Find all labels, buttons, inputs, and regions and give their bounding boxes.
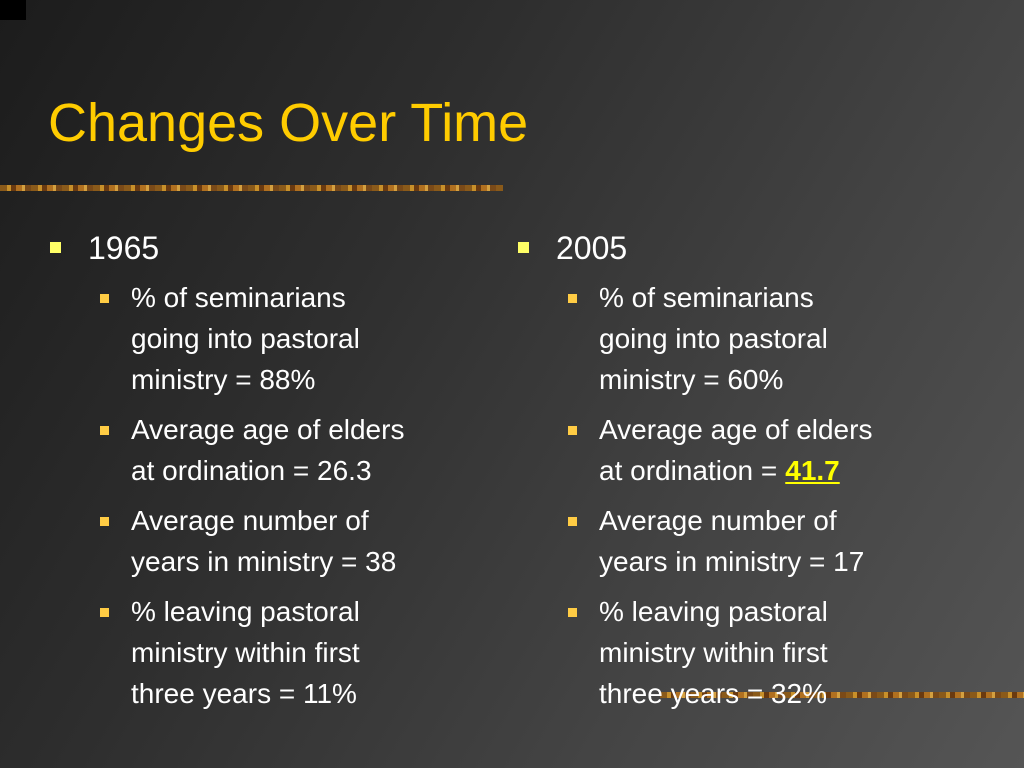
bullet-item: % leaving pastoral ministry within first t… [100, 591, 508, 714]
item-line: Average age of elders [131, 414, 405, 445]
corner-mark [0, 0, 26, 20]
slide-title: Changes Over Time [48, 93, 529, 153]
column-heading: 2005 [518, 228, 976, 268]
item-line: three years = 11% [131, 678, 357, 709]
bullet-item: Average number of years in ministry = 17 [568, 500, 976, 582]
bullet-item: Average number of years in ministry = 38 [100, 500, 508, 582]
column-heading: 1965 [50, 228, 508, 268]
item-line: ministry = 60% [599, 364, 784, 395]
item-line: % of seminarians [599, 282, 814, 313]
item-line: ministry within first [599, 637, 828, 668]
item-line: % leaving pastoral [131, 596, 360, 627]
item-line: % of seminarians [131, 282, 346, 313]
column: 1965 % of seminarians going into pastoral m… [50, 228, 508, 714]
column: 2005 % of seminarians going into pastoral m… [518, 228, 976, 714]
decor-strip [0, 185, 503, 191]
item-line: at ordination = 26.3 [131, 455, 372, 486]
item-line: Average number of [131, 505, 369, 536]
item-line: Average number of [599, 505, 837, 536]
item-line: % leaving pastoral [599, 596, 828, 627]
item-line: ministry within first [131, 637, 360, 668]
bullet-item: % of seminarians going into pastoral minis… [568, 277, 976, 400]
bullet-item: Average age of elders at ordination = 41.7 [568, 409, 976, 491]
highlight-value: 41.7 [785, 455, 840, 486]
item-line: years in ministry = 17 [599, 546, 865, 577]
bullet-item: % leaving pastoral ministry within first t… [568, 591, 976, 714]
item-line: going into pastoral [599, 323, 828, 354]
decor-strip [660, 692, 1024, 698]
item-line: at ordination = 41.7 [599, 455, 840, 486]
bullet-item: % of seminarians going into pastoral minis… [100, 277, 508, 400]
bullet-item: Average age of elders at ordination = 26.… [100, 409, 508, 491]
item-line: Average age of elders [599, 414, 873, 445]
item-line: ministry = 88% [131, 364, 316, 395]
item-line: three years = 32% [599, 678, 828, 709]
item-line: years in ministry = 38 [131, 546, 397, 577]
item-line: going into pastoral [131, 323, 360, 354]
